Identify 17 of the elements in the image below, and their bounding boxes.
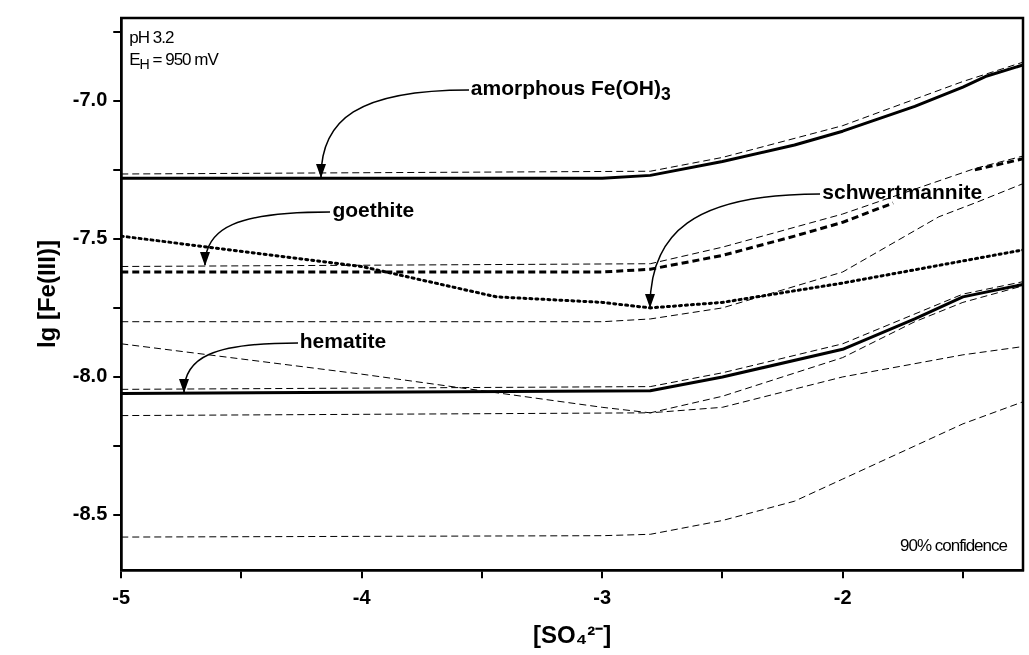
x-tick-label: -4 bbox=[352, 585, 372, 608]
y-tick-label: -7.5 bbox=[72, 226, 108, 249]
annotation: pH 3.2 bbox=[129, 28, 174, 48]
annotation: goethite bbox=[332, 198, 415, 223]
annotation: amorphous Fe(OH)$_{3}$ bbox=[470, 76, 671, 106]
annotation: schwertmannite bbox=[822, 179, 983, 204]
y-tick-label: -7.0 bbox=[72, 88, 108, 111]
annotation: hematite bbox=[299, 329, 387, 354]
y-tick-label: -8.0 bbox=[72, 364, 108, 387]
annotation: 90% confidence bbox=[900, 536, 1007, 557]
x-tick-label: -3 bbox=[593, 585, 612, 608]
x-axis-title: [SO₄²⁻] bbox=[533, 621, 612, 649]
annotation: E$_{H}$ = 950 mV bbox=[129, 50, 218, 73]
y-axis-title: lg [Fe(III)] bbox=[33, 240, 61, 349]
x-tick-label: -5 bbox=[112, 585, 131, 608]
y-tick-label: -8.5 bbox=[72, 502, 108, 525]
x-tick-label: -2 bbox=[833, 585, 852, 608]
